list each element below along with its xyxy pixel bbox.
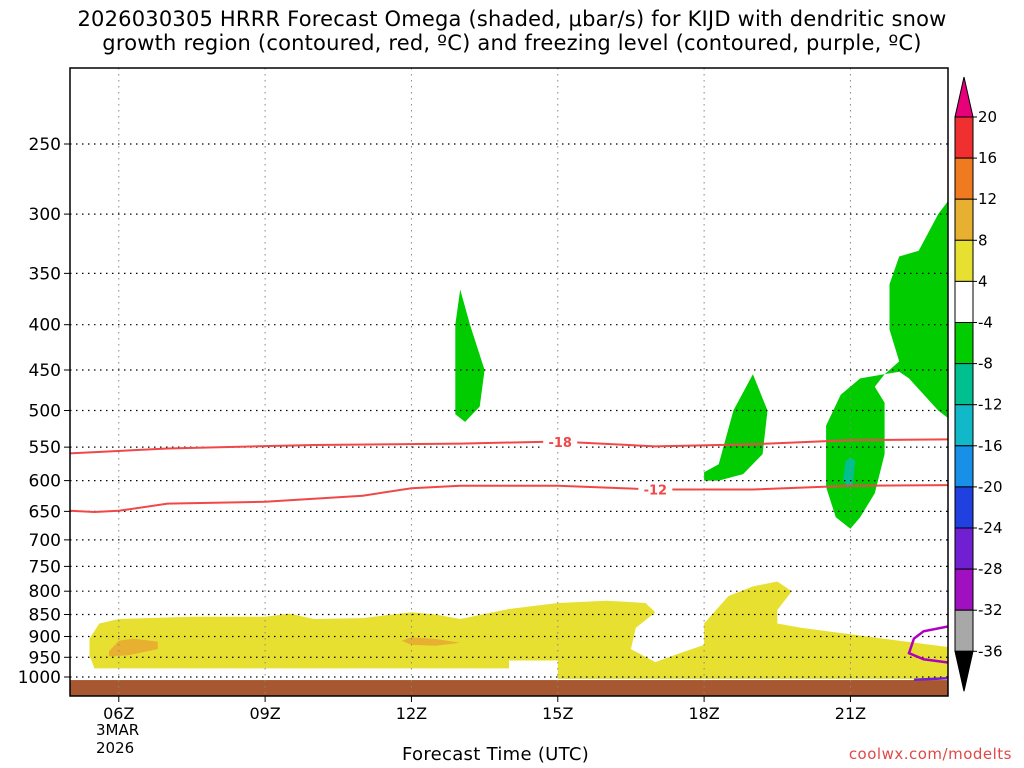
colorbar-label-0: 20	[978, 108, 997, 126]
colorbar-label-3: 8	[978, 231, 988, 249]
y-tick-label-300: 300	[29, 205, 61, 225]
x-tick-label-12Z: 12Z	[396, 704, 427, 723]
y-tick-label-950: 950	[29, 648, 61, 668]
y-tick-label-900: 900	[29, 627, 61, 647]
y-tick-label-250: 250	[29, 135, 61, 155]
chart-title-line-1: 2026030305 HRRR Forecast Omega (shaded, …	[77, 7, 947, 31]
y-tick-label-750: 750	[29, 557, 61, 577]
y-tick-label-550: 550	[29, 438, 61, 458]
colorbar-label-7: -12	[978, 396, 1003, 414]
date-label-year: 2026	[96, 739, 135, 757]
contour-line--18	[70, 438, 948, 455]
colorbar-swatch-10	[954, 486, 974, 529]
y-tick-label-450: 450	[29, 361, 61, 381]
colorbar-swatch-8	[954, 404, 974, 447]
x-tick-label-15Z: 15Z	[542, 704, 573, 723]
colorbar-label-9: -20	[978, 478, 1003, 496]
y-tick-label-350: 350	[29, 264, 61, 284]
plot-frame	[69, 67, 949, 697]
omega-region-0	[89, 581, 948, 679]
omega-region-1	[109, 638, 158, 657]
y-tick-label-500: 500	[29, 402, 61, 422]
colorbar-swatch-5	[954, 280, 974, 323]
colorbar-label-11: -28	[978, 560, 1003, 578]
x-tick-label-21Z: 21Z	[835, 704, 866, 723]
contour-label--18: -18	[548, 436, 572, 451]
contour-label--12: -12	[644, 483, 668, 498]
colorbar-label-5: -4	[978, 314, 993, 332]
colorbar-swatch-14	[954, 650, 974, 692]
colorbar-label-13: -36	[978, 642, 1003, 660]
date-label-day: 3MAR	[96, 721, 140, 739]
colorbar-label-4: 4	[978, 272, 988, 290]
x-tick-label-09Z: 09Z	[249, 704, 280, 723]
colorbar-label-2: 12	[978, 190, 997, 208]
y-tick-label-700: 700	[29, 531, 61, 551]
contour-label-bg--18	[543, 434, 578, 451]
colorbar-label-1: 16	[978, 149, 997, 167]
freezing-level-line	[907, 625, 948, 664]
colorbar-label-12: -32	[978, 601, 1003, 619]
chart-title-line-2: growth region (contoured, red, ºC) and f…	[102, 31, 922, 55]
colorbar-label-10: -24	[978, 519, 1003, 537]
colorbar-swatch-13	[954, 609, 974, 652]
colorbar-swatch-11	[954, 527, 974, 570]
y-tick-label-400: 400	[29, 316, 61, 336]
colorbar-label-6: -8	[978, 355, 993, 373]
y-tick-label-850: 850	[29, 606, 61, 626]
colorbar-swatch-2	[954, 157, 974, 200]
omega-region-2	[401, 637, 461, 646]
x-tick-label-06Z: 06Z	[103, 704, 134, 723]
x-tick-label-18Z: 18Z	[688, 704, 719, 723]
colorbar-swatch-12	[954, 568, 974, 611]
y-tick-label-800: 800	[29, 582, 61, 602]
contour-label-bg--12	[638, 481, 673, 498]
x-axis-label: Forecast Time (UTC)	[402, 744, 590, 765]
contour-line--12	[70, 484, 948, 514]
y-tick-label-650: 650	[29, 502, 61, 522]
colorbar-swatch-3	[954, 198, 974, 241]
colorbar-swatch-6	[954, 322, 974, 365]
colorbar-swatch-7	[954, 363, 974, 406]
colorbar-label-8: -16	[978, 437, 1003, 455]
omega-region-6	[843, 457, 856, 487]
colorbar-swatch-9	[954, 445, 974, 488]
surface-freezing-line	[913, 676, 948, 681]
plot-area: -18 -12	[70, 68, 948, 696]
surface-band	[70, 680, 948, 696]
y-tick-label-600: 600	[29, 472, 61, 492]
omega-region-3	[455, 289, 485, 422]
colorbar-swatch-0	[954, 76, 974, 118]
colorbar-swatch-4	[954, 239, 974, 282]
y-tick-label-1000: 1000	[18, 668, 61, 688]
omega-region-4	[704, 374, 768, 481]
source-credit: coolwx.com/modelts	[848, 745, 1012, 763]
colorbar-swatch-1	[954, 116, 974, 159]
